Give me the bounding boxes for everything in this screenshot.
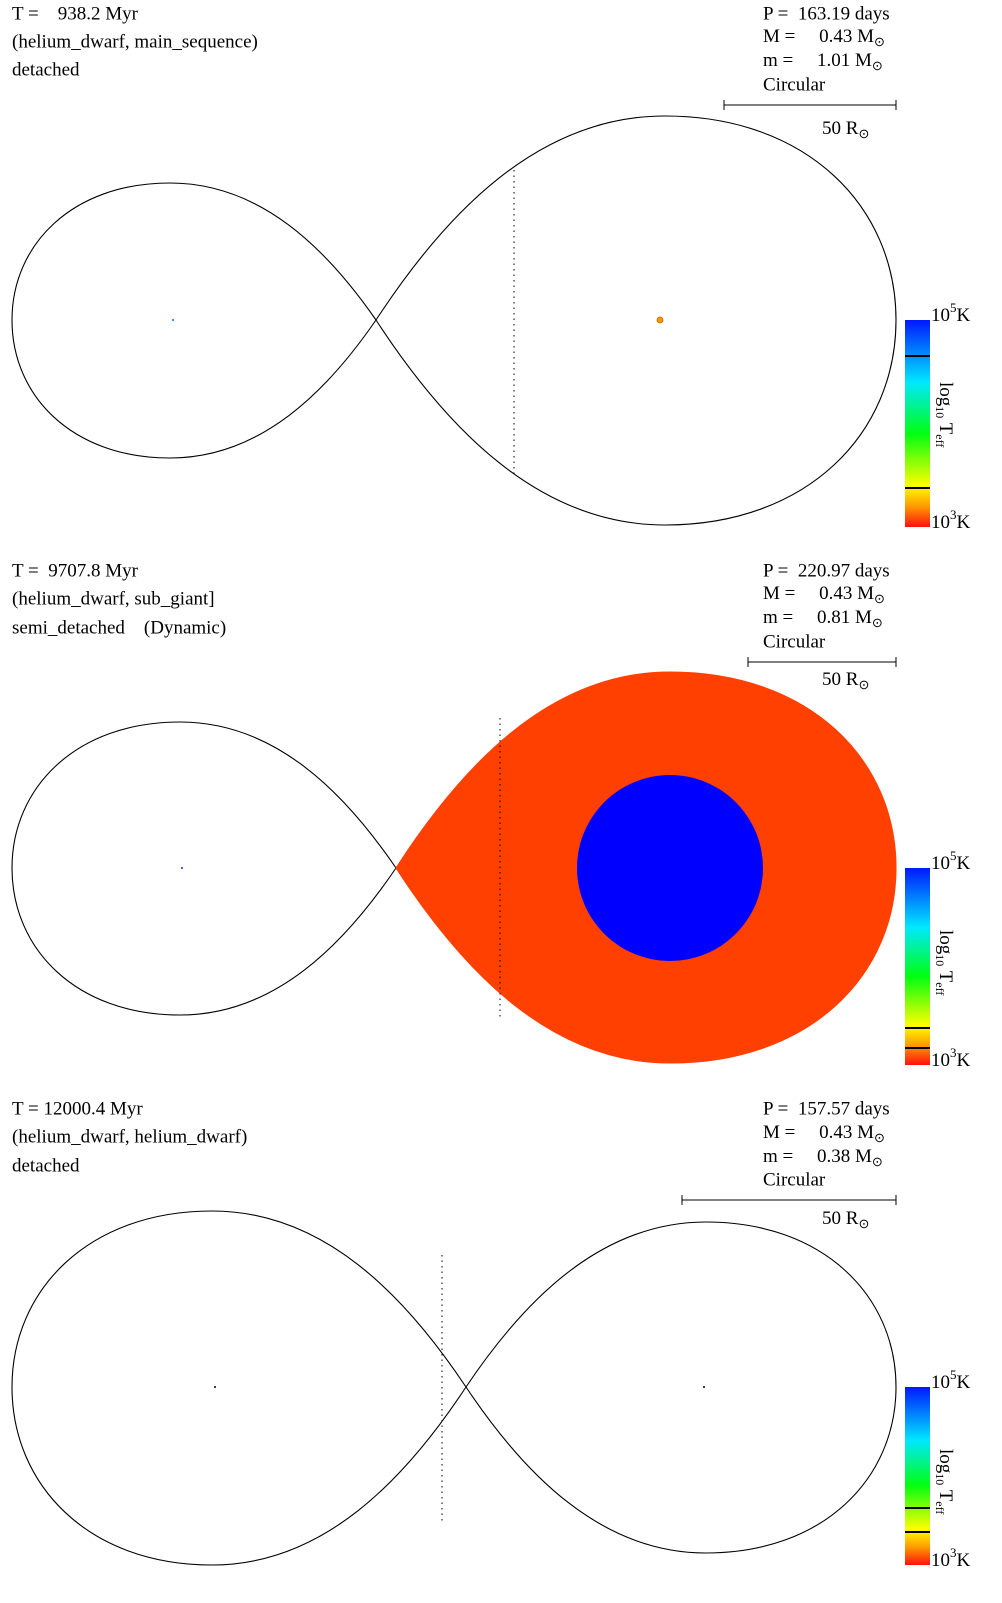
panel: T = 9707.8 Myr (helium_dwarf, sub_giant]s… — [12, 560, 971, 1071]
solar-symbol: ⊙ — [858, 1216, 869, 1231]
label-base: 10 — [931, 305, 950, 326]
mass-text: m = 0.38 M — [763, 1146, 872, 1167]
star — [181, 867, 183, 869]
period: P = 157.57 days — [763, 1098, 890, 1119]
label-unit: K — [957, 1050, 971, 1071]
panel-time: T = 938.2 Myr — [12, 3, 139, 24]
label-base: 10 — [931, 1050, 950, 1071]
roche-lobe — [12, 1211, 466, 1565]
panel-state: detached — [12, 59, 80, 80]
title-sub: eff — [933, 982, 947, 995]
label-unit: K — [957, 1372, 971, 1393]
star — [657, 317, 663, 323]
mass-primary: M = 0.43 M⊙ — [763, 26, 885, 49]
period: P = 220.97 days — [763, 560, 890, 581]
mass-text: M = 0.43 M — [763, 1122, 874, 1143]
panel-state: detached — [12, 1155, 80, 1176]
panel-state: semi_detached (Dynamic) — [12, 617, 226, 638]
scale-text: 50 R — [822, 669, 859, 690]
colorbar-label: 105K — [931, 300, 971, 326]
colorbar-title: log10 Teff — [933, 930, 955, 995]
solar-symbol: ⊙ — [874, 34, 885, 49]
colorbar-title: log10 Teff — [933, 382, 955, 447]
solar-symbol: ⊙ — [858, 126, 869, 141]
title-base: 10 — [933, 406, 947, 418]
star — [214, 1386, 216, 1388]
mass-primary: M = 0.43 M⊙ — [763, 583, 885, 606]
colorbar-label: 103K — [931, 507, 971, 533]
title-log: log — [935, 382, 956, 407]
colorbar-label: 105K — [931, 1367, 971, 1393]
solar-symbol: ⊙ — [872, 615, 883, 630]
title-symbol: T — [935, 1485, 956, 1501]
binary-star-diagram: T = 938.2 Myr (helium_dwarf, main_sequenc… — [0, 0, 1002, 1603]
orbit: Circular — [763, 1169, 826, 1190]
scale-label: 50 R⊙ — [822, 118, 869, 141]
colorbar-label: 103K — [931, 1545, 971, 1571]
title-log: log — [935, 1449, 956, 1474]
roche-lobe — [12, 183, 376, 458]
scale-text: 50 R — [822, 118, 859, 139]
label-base: 10 — [931, 1372, 950, 1393]
panel-time: T = 12000.4 Myr — [12, 1098, 143, 1119]
colorbar-label: 105K — [931, 848, 971, 874]
colorbar — [905, 868, 930, 1065]
colorbar — [905, 1387, 930, 1565]
panel-stars: (helium_dwarf, main_sequence) — [12, 31, 258, 52]
orbit: Circular — [763, 631, 826, 652]
orbit: Circular — [763, 74, 826, 95]
solar-symbol: ⊙ — [874, 591, 885, 606]
star — [172, 319, 174, 321]
mass-secondary: m = 0.38 M⊙ — [763, 1146, 883, 1169]
title-symbol: T — [935, 418, 956, 434]
title-sub: eff — [933, 434, 947, 447]
colorbar-label: 103K — [931, 1045, 971, 1071]
solar-symbol: ⊙ — [858, 677, 869, 692]
star — [703, 1386, 705, 1388]
label-unit: K — [957, 512, 971, 533]
scale-label: 50 R⊙ — [822, 1208, 869, 1231]
mass-text: m = 1.01 M — [763, 50, 872, 71]
mass-secondary: m = 1.01 M⊙ — [763, 50, 883, 73]
mass-secondary: m = 0.81 M⊙ — [763, 607, 883, 630]
label-unit: K — [957, 1550, 971, 1571]
label-base: 10 — [931, 853, 950, 874]
label-base: 10 — [931, 1550, 950, 1571]
colorbar-title: log10 Teff — [933, 1449, 955, 1514]
scale-text: 50 R — [822, 1208, 859, 1229]
title-base: 10 — [933, 954, 947, 966]
scale-label: 50 R⊙ — [822, 669, 869, 692]
roche-lobe — [12, 722, 396, 1015]
panel-time: T = 9707.8 Myr — [12, 560, 139, 581]
mass-text: M = 0.43 M — [763, 26, 874, 47]
roche-lobe — [466, 1222, 896, 1553]
label-base: 10 — [931, 512, 950, 533]
panel-stars: (helium_dwarf, helium_dwarf) — [12, 1126, 247, 1147]
colorbar — [905, 320, 930, 527]
label-unit: K — [957, 305, 971, 326]
star-core — [577, 775, 763, 961]
solar-symbol: ⊙ — [874, 1130, 885, 1145]
title-base: 10 — [933, 1473, 947, 1485]
roche-lobe — [376, 116, 896, 525]
solar-symbol: ⊙ — [872, 58, 883, 73]
panel: T = 12000.4 Myr (helium_dwarf, helium_dwa… — [12, 1098, 971, 1571]
mass-primary: M = 0.43 M⊙ — [763, 1122, 885, 1145]
title-symbol: T — [935, 966, 956, 982]
period: P = 163.19 days — [763, 3, 890, 24]
label-unit: K — [957, 853, 971, 874]
panel: T = 938.2 Myr (helium_dwarf, main_sequenc… — [12, 3, 971, 533]
title-log: log — [935, 930, 956, 955]
panel-stars: (helium_dwarf, sub_giant] — [12, 588, 215, 609]
mass-text: m = 0.81 M — [763, 607, 872, 628]
title-sub: eff — [933, 1501, 947, 1514]
solar-symbol: ⊙ — [872, 1154, 883, 1169]
mass-text: M = 0.43 M — [763, 583, 874, 604]
